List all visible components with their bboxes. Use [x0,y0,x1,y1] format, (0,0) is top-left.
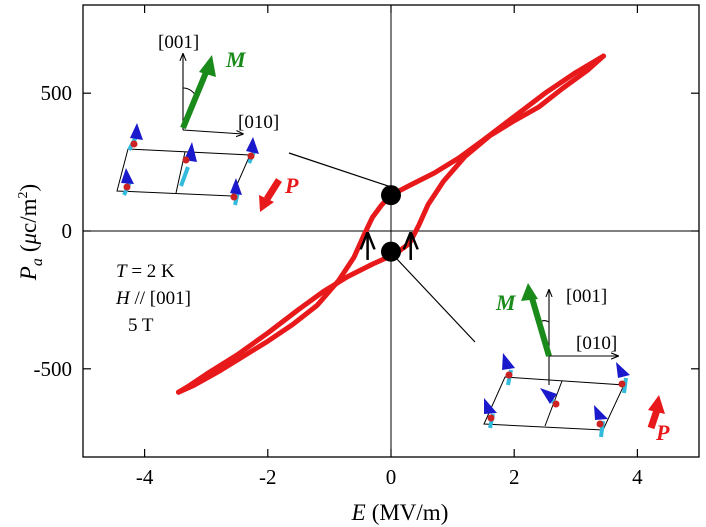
M-arrow-shaft [529,297,552,357]
M-arrow-shaft [180,68,210,130]
lattice-frame [116,148,251,197]
spin-lower-5 [616,362,630,394]
svg-text:H // [001]: H // [001] [115,288,191,309]
pointer-line-upper [288,152,395,189]
P-arrow-head [648,395,665,414]
x-tick-label: 0 [386,465,397,489]
marker-upper [381,185,401,206]
y-tick-label: 500 [41,81,73,105]
x-tick-label: 4 [632,465,643,489]
P-arrow-shaft [264,178,282,201]
marker-lower [381,241,401,262]
svg-text:T = 2 K: T = 2 K [116,261,175,282]
axis-010-arrow [182,129,243,134]
y-tick-label: 0 [62,219,73,243]
spin-upper-2 [127,123,143,151]
P-arrow-head [259,195,274,212]
M-label: M [225,47,247,72]
y-tick-label: -500 [34,357,73,381]
x-tick-label: -2 [259,465,277,489]
spin-upper-1 [121,168,134,196]
spin-lower-1 [484,398,497,429]
inset-lower-right: [001] [010] M P [483,283,670,445]
spin-upper-3 [179,142,197,187]
pointer-line-lower [395,257,476,343]
axis-001-label: [001] [566,286,607,307]
M-arrow-head [521,283,538,301]
y-axis-label: Pa(μc/m2) [16,184,46,281]
x-ticks [144,5,639,457]
M-label: M [495,290,517,315]
conditions-annotation: T = 2 K H // [001] 5 T [115,261,191,336]
svg-text:5 T: 5 T [128,315,154,336]
spin-lower-2 [502,353,515,386]
P-arrow-shaft [647,408,661,430]
x-tick-label: -4 [136,465,154,489]
spin-upper-5 [246,137,259,164]
P-label-upper: P [284,173,299,198]
M-arrow-head [199,55,216,77]
spin-lower-3 [540,388,560,408]
inset-upper-left: [001] [010] M P [116,32,299,212]
spin-lower-4 [594,405,608,438]
x-tick-label: 2 [509,465,520,489]
P-label-lower: P [655,420,670,445]
loop-upper-branch [176,53,606,395]
axis-010-label: [010] [576,333,617,354]
x-axis-label: E (MV/m) [351,500,449,525]
axis-010-label: [010] [238,112,279,133]
spin-upper-4 [230,178,242,206]
y-ticks [83,92,699,370]
axis-001-label: [001] [158,32,199,53]
